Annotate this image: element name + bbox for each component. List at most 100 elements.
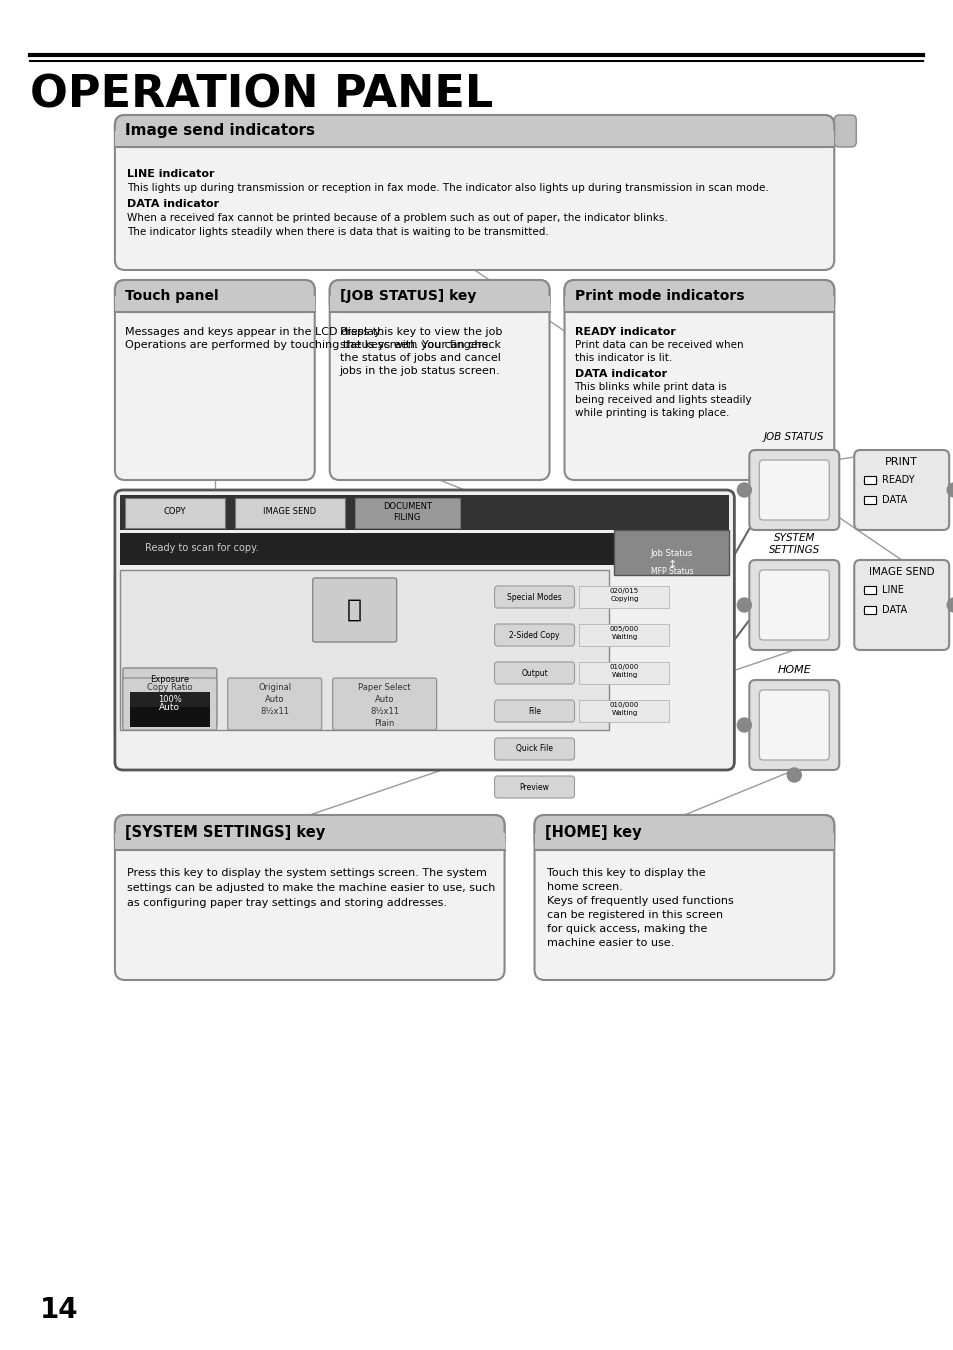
FancyBboxPatch shape [114, 815, 504, 980]
Text: settings can be adjusted to make the machine easier to use, such: settings can be adjusted to make the mac… [127, 883, 495, 892]
Text: The indicator lights steadily when there is data that is waiting to be transmitt: The indicator lights steadily when there… [127, 227, 548, 238]
Bar [120, 570, 609, 730]
FancyBboxPatch shape [494, 624, 574, 647]
Text: IMAGE SEND: IMAGE SEND [263, 508, 316, 517]
FancyBboxPatch shape [759, 460, 828, 520]
Text: 020/015: 020/015 [609, 589, 639, 594]
Text: 100%: 100% [158, 695, 181, 705]
Bar [114, 833, 504, 851]
FancyBboxPatch shape [494, 662, 574, 684]
FancyBboxPatch shape [330, 279, 549, 312]
Bar [564, 296, 834, 312]
Text: DATA: DATA [882, 495, 906, 505]
Text: 010/000: 010/000 [609, 702, 639, 707]
Text: Copy Ratio: Copy Ratio [147, 683, 193, 693]
Text: [JOB STATUS] key: [JOB STATUS] key [339, 289, 476, 302]
FancyBboxPatch shape [534, 815, 834, 850]
Text: Plain: Plain [375, 720, 395, 729]
Text: When a received fax cannot be printed because of a problem such as out of paper,: When a received fax cannot be printed be… [127, 213, 667, 223]
Bar [578, 624, 669, 647]
Text: Press this key to view the job: Press this key to view the job [339, 327, 501, 338]
Text: Exposure: Exposure [151, 675, 190, 684]
Text: LINE: LINE [882, 585, 903, 595]
Circle shape [946, 598, 953, 612]
FancyBboxPatch shape [313, 578, 396, 643]
Text: This blinks while print data is: This blinks while print data is [574, 382, 726, 391]
Text: Waiting: Waiting [611, 672, 637, 678]
Text: JOB STATUS: JOB STATUS [763, 432, 823, 441]
Text: status screen. You can check: status screen. You can check [339, 340, 500, 350]
Text: [HOME] key: [HOME] key [544, 825, 640, 840]
Text: Waiting: Waiting [611, 710, 637, 716]
Text: COPY: COPY [163, 508, 186, 517]
Text: Print mode indicators: Print mode indicators [574, 289, 743, 302]
Circle shape [946, 483, 953, 497]
Bar [234, 498, 344, 528]
Circle shape [786, 768, 801, 782]
Text: this indicator is lit.: this indicator is lit. [574, 352, 671, 363]
Text: as configuring paper tray settings and storing addresses.: as configuring paper tray settings and s… [127, 898, 446, 909]
Bar [114, 296, 314, 312]
Text: Print data can be received when: Print data can be received when [574, 340, 742, 350]
FancyBboxPatch shape [494, 738, 574, 760]
FancyBboxPatch shape [114, 279, 314, 481]
FancyBboxPatch shape [114, 115, 834, 147]
Text: Output: Output [520, 668, 547, 678]
FancyBboxPatch shape [114, 115, 834, 270]
Text: This lights up during transmission or reception in fax mode. The indicator also : This lights up during transmission or re… [127, 184, 768, 193]
Text: Waiting: Waiting [611, 634, 637, 640]
Text: machine easier to use.: machine easier to use. [546, 938, 673, 948]
Circle shape [737, 718, 751, 732]
Bar [114, 131, 834, 147]
Bar [863, 495, 875, 504]
FancyBboxPatch shape [333, 678, 436, 730]
Text: [SYSTEM SETTINGS] key: [SYSTEM SETTINGS] key [125, 825, 325, 840]
FancyBboxPatch shape [494, 776, 574, 798]
Text: MFP Status: MFP Status [650, 567, 693, 576]
Bar [578, 586, 669, 608]
Bar [130, 707, 210, 728]
Text: Auto: Auto [375, 695, 394, 705]
Text: home screen.: home screen. [546, 882, 621, 892]
Text: DATA indicator: DATA indicator [574, 369, 666, 379]
FancyBboxPatch shape [114, 490, 734, 770]
Text: ↕: ↕ [666, 560, 676, 570]
Text: Touch this key to display the: Touch this key to display the [546, 868, 704, 878]
Text: Messages and keys appear in the LCD display.: Messages and keys appear in the LCD disp… [125, 327, 382, 338]
FancyBboxPatch shape [534, 815, 834, 980]
Text: Auto: Auto [159, 702, 180, 711]
FancyBboxPatch shape [853, 560, 948, 649]
Bar [125, 498, 225, 528]
FancyBboxPatch shape [748, 560, 839, 649]
Text: Preview: Preview [519, 783, 549, 791]
Bar [578, 701, 669, 722]
Text: IMAGE SEND: IMAGE SEND [868, 567, 934, 576]
Bar [578, 662, 669, 684]
FancyBboxPatch shape [123, 678, 216, 730]
Text: 005/000: 005/000 [609, 626, 639, 632]
Bar [863, 477, 875, 485]
Text: Original: Original [258, 683, 291, 693]
Circle shape [737, 598, 751, 612]
Bar [863, 606, 875, 614]
Text: Auto: Auto [265, 695, 284, 705]
Text: jobs in the job status screen.: jobs in the job status screen. [339, 366, 499, 377]
FancyBboxPatch shape [114, 279, 314, 312]
FancyBboxPatch shape [759, 690, 828, 760]
Text: File: File [527, 706, 540, 716]
Text: 🖨: 🖨 [347, 598, 362, 622]
Bar [614, 531, 729, 575]
Text: 14: 14 [40, 1296, 78, 1324]
FancyBboxPatch shape [494, 701, 574, 722]
Text: the status of jobs and cancel: the status of jobs and cancel [339, 352, 500, 363]
FancyBboxPatch shape [748, 450, 839, 531]
Bar [120, 495, 729, 531]
Text: PRINT: PRINT [884, 458, 917, 467]
FancyBboxPatch shape [834, 115, 856, 147]
Text: 010/000: 010/000 [609, 664, 639, 670]
Text: Keys of frequently used functions: Keys of frequently used functions [546, 896, 733, 906]
Text: OPERATION PANEL: OPERATION PANEL [30, 73, 493, 116]
Bar [355, 498, 459, 528]
Text: Quick File: Quick File [516, 744, 553, 753]
Text: 8½x11: 8½x11 [260, 707, 289, 717]
